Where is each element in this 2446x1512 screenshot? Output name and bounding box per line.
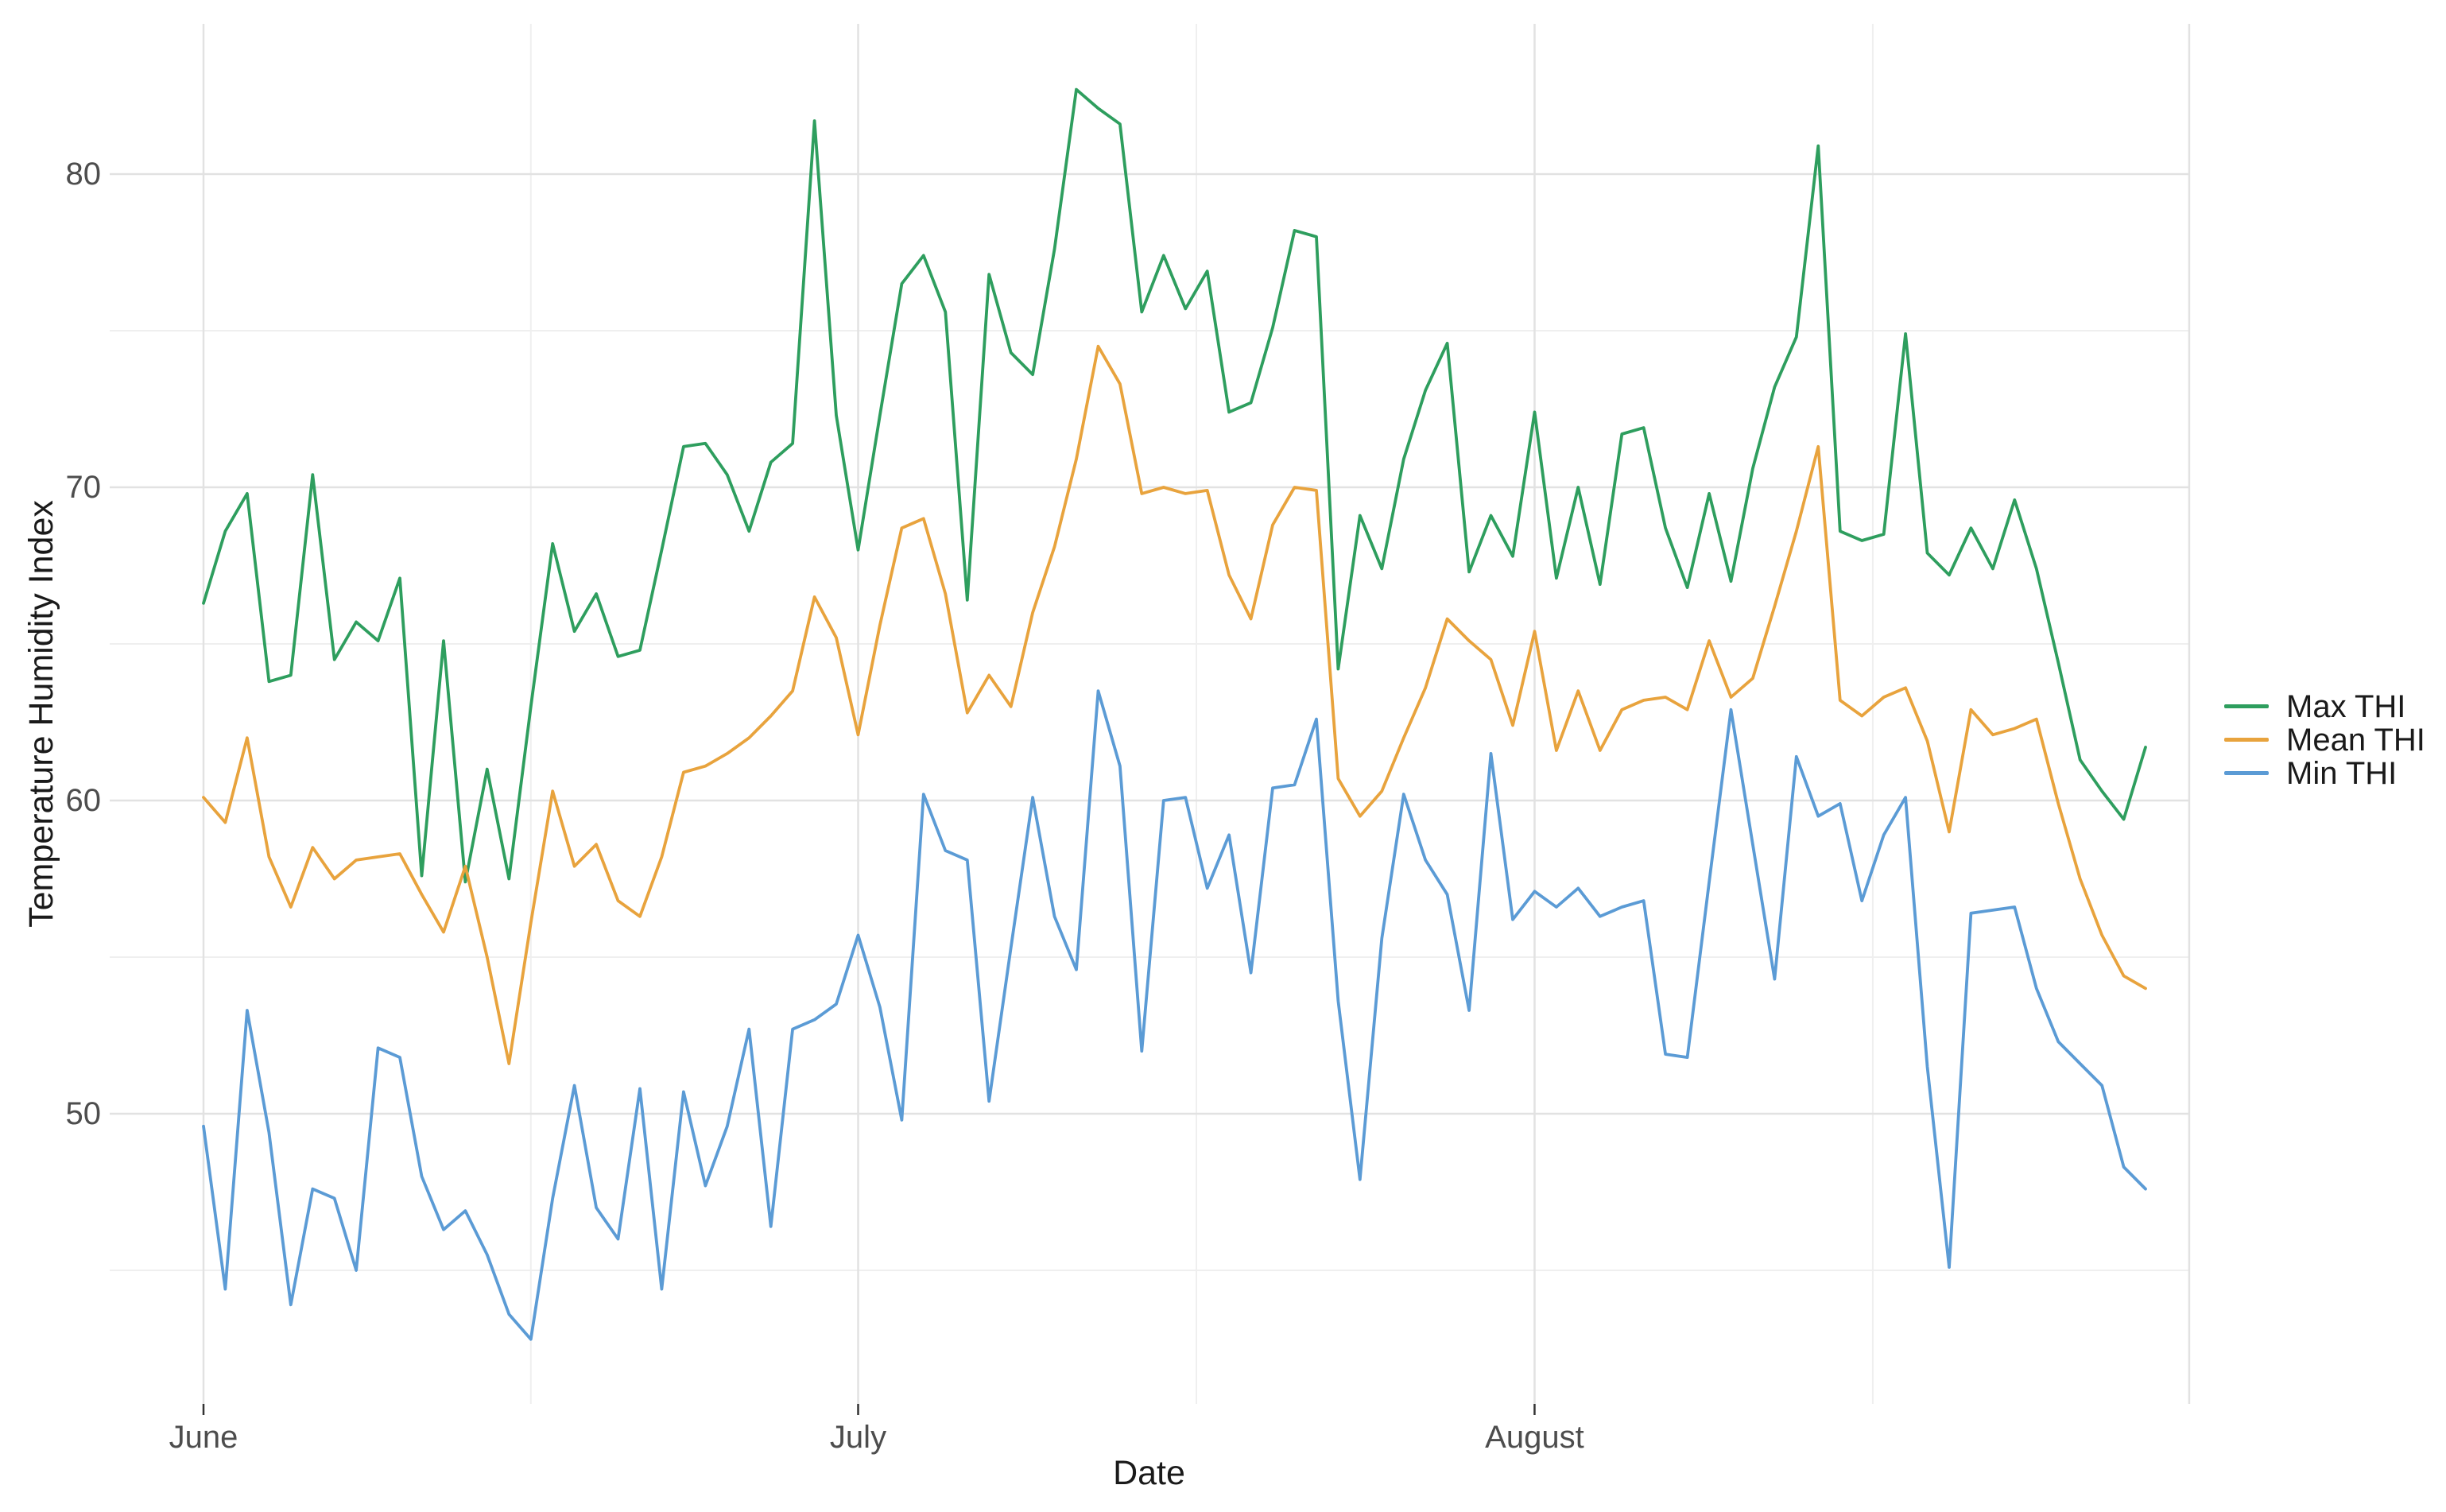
y-tick-label-70: 70 (65, 470, 102, 505)
y-tick-label-60: 60 (65, 783, 102, 818)
legend-key-line-icon (2224, 704, 2269, 708)
legend-label: Mean THI (2286, 722, 2425, 758)
legend-item-mean-thi: Mean THI (2224, 723, 2425, 757)
y-tick-label-80: 80 (65, 157, 102, 192)
legend-label: Max THI (2286, 688, 2406, 724)
y-tick-label-50: 50 (65, 1096, 102, 1131)
series-line-min-thi (202, 689, 2147, 1341)
series-line-mean-thi (202, 344, 2147, 1065)
x-axis-title: Date (1113, 1454, 1185, 1492)
series-line-max-thi (202, 87, 2147, 884)
legend-item-min-thi: Min THI (2224, 757, 2425, 790)
legend-label: Min THI (2286, 755, 2398, 791)
legend: Max THI Mean THI Min THI (2224, 690, 2425, 790)
legend-key-line-icon (2224, 771, 2269, 775)
x-tick-label-june: June (169, 1420, 238, 1455)
x-tick-label-july: July (829, 1420, 887, 1455)
legend-key-line-icon (2224, 738, 2269, 742)
y-axis-title: Temperature Humidity Index (22, 500, 60, 928)
legend-item-max-thi: Max THI (2224, 690, 2425, 723)
x-tick-label-august: August (1485, 1420, 1584, 1455)
